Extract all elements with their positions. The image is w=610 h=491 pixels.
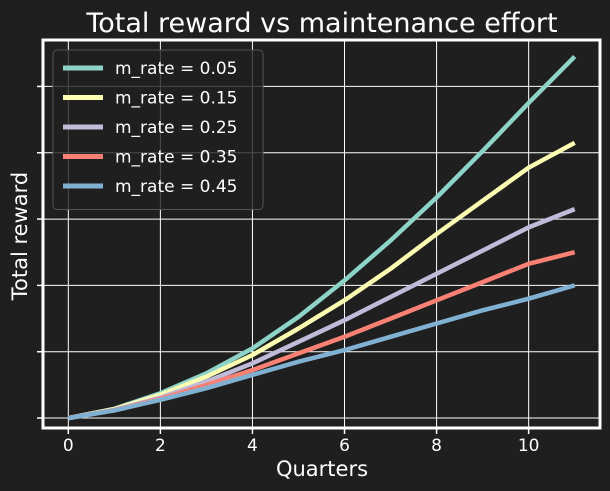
y-axis-label: Total reward xyxy=(8,172,32,301)
legend-label: m_rate = 0.45 xyxy=(115,177,238,197)
series-lines xyxy=(67,55,577,421)
x-tick-label: 2 xyxy=(155,436,166,456)
chart-title: Total reward vs maintenance effort xyxy=(85,8,557,39)
x-tick-label: 8 xyxy=(431,436,442,456)
series-line xyxy=(67,283,576,421)
ticks: 0 2 4 6 8 10 xyxy=(37,85,540,456)
legend-label: m_rate = 0.05 xyxy=(115,59,238,79)
x-tick-label: 4 xyxy=(247,436,258,456)
legend-box xyxy=(52,49,264,210)
x-tick-label: 0 xyxy=(63,436,74,456)
x-axis-label: Quarters xyxy=(276,457,368,481)
plot-frame xyxy=(41,38,602,430)
legend-label: m_rate = 0.35 xyxy=(115,148,238,168)
x-tick-label: 6 xyxy=(339,436,350,456)
legend: m_rate = 0.05 m_rate = 0.15 m_rate = 0.25 m… xyxy=(52,49,264,210)
x-tick-label: 10 xyxy=(518,436,540,456)
series-line xyxy=(67,140,576,421)
legend-label: m_rate = 0.25 xyxy=(115,118,238,138)
legend-label: m_rate = 0.15 xyxy=(115,89,238,109)
